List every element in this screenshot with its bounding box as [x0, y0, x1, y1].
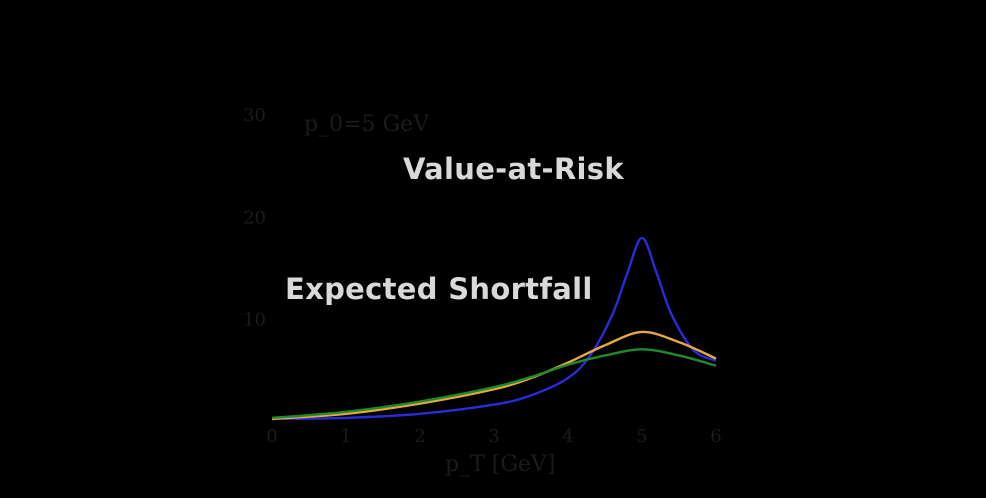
x-tick-label: 1: [340, 426, 351, 447]
x-tick-label: 6: [710, 426, 721, 447]
x-axis-label: p_T [GeV]: [445, 452, 555, 477]
series-line-blue: [271, 236, 717, 421]
series-line-orange: [271, 330, 717, 421]
y-tick-label: 10: [243, 310, 266, 331]
y-tick-label: 20: [243, 207, 266, 228]
axis-ticks: 0 1 2 3 4 5 6 10 20 30: [243, 105, 722, 447]
x-tick-label: 0: [266, 426, 277, 447]
x-tick-label: 3: [488, 426, 499, 447]
series-line-green: [271, 348, 717, 420]
expected-shortfall-label: Expected Shortfall: [285, 272, 593, 306]
series-layer: [271, 236, 717, 421]
chart-annotation: p_0=5 GeV: [304, 112, 430, 137]
x-tick-label: 4: [562, 426, 573, 447]
x-tick-label: 2: [414, 426, 425, 447]
value-at-risk-label: Value-at-Risk: [403, 152, 624, 186]
y-tick-label: 30: [243, 105, 266, 126]
x-tick-label: 5: [636, 426, 647, 447]
